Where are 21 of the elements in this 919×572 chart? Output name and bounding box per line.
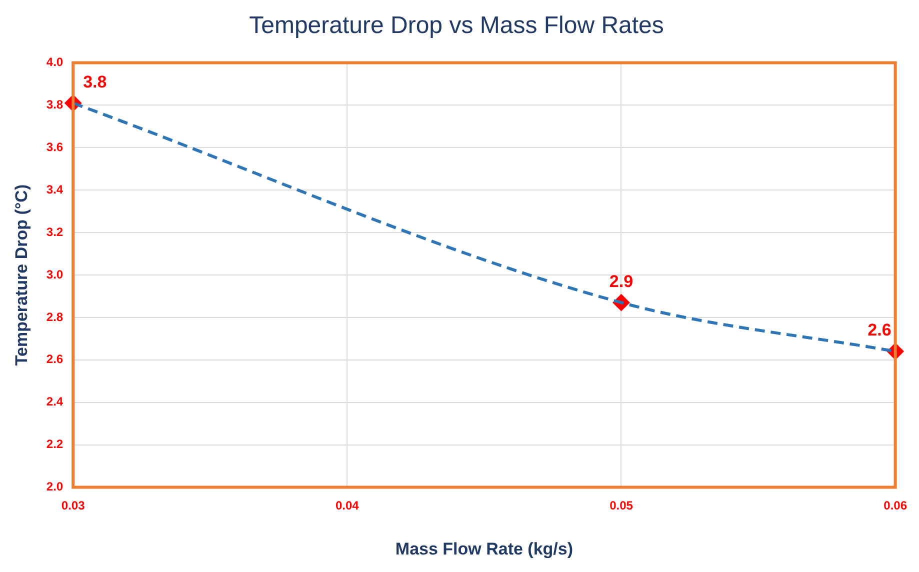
- y-tick-label: 3.8: [46, 98, 64, 112]
- y-axis-title: Temperature Drop (°C): [12, 184, 31, 366]
- y-tick-label: 2.0: [46, 480, 64, 494]
- y-tick-label: 2.8: [46, 310, 64, 324]
- data-label: 2.9: [609, 272, 634, 291]
- y-tick-label: 2.2: [46, 437, 64, 452]
- x-tick-label: 0.04: [335, 498, 360, 513]
- x-tick-label: 0.06: [884, 498, 908, 513]
- y-tick-label: 2.4: [46, 394, 64, 409]
- y-tick-label: 3.2: [46, 224, 64, 239]
- x-axis-title: Mass Flow Rate (kg/s): [395, 539, 574, 558]
- x-tick-label: 0.05: [610, 498, 634, 513]
- x-tick-label: 0.03: [61, 498, 86, 513]
- y-tick-label: 3.4: [46, 182, 64, 196]
- chart-title: Temperature Drop vs Mass Flow Rates: [249, 12, 664, 40]
- y-tick-label: 4.0: [46, 55, 64, 70]
- y-tick-label: 2.6: [46, 352, 64, 366]
- y-tick-label: 3.6: [46, 140, 64, 154]
- y-tick-label: 3.0: [46, 267, 64, 282]
- data-label: 2.6: [868, 320, 892, 340]
- data-label: 3.8: [83, 72, 107, 92]
